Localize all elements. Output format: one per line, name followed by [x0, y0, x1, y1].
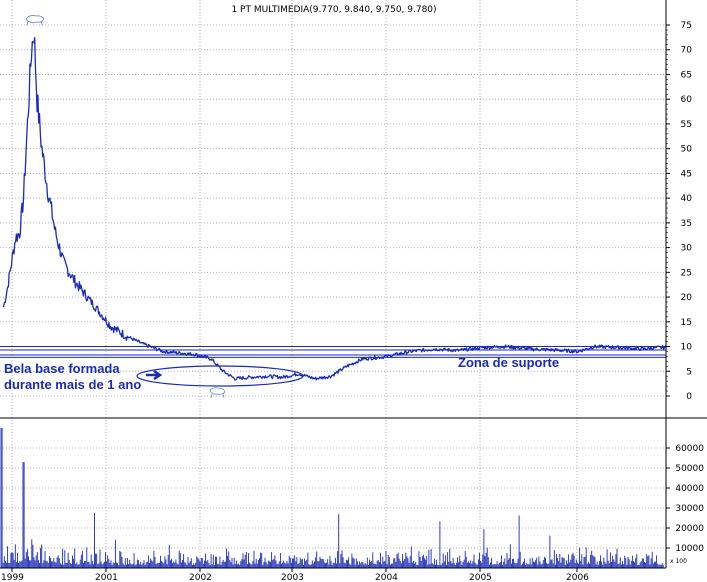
- x-axis: 1999 2001 2002 2003 2004 2005 2006: [0, 567, 666, 582]
- y-tick-label: 30: [681, 244, 693, 254]
- y-tick-label: 20: [681, 293, 693, 303]
- y-tick-label: 75: [681, 21, 692, 31]
- bull-icon: [25, 15, 45, 26]
- y-tick-label: 5: [686, 367, 692, 377]
- vol-tick-label: 40000: [675, 484, 704, 494]
- x-tick-label: 1999: [1, 573, 24, 582]
- y-tick-label: 60: [681, 95, 693, 105]
- y-tick-label: 65: [681, 70, 692, 80]
- volume-y-axis: 10000 20000 30000 40000 50000 60000: [666, 444, 704, 554]
- price-y-axis: 0 5 10 15 20 25 30 35 40 45 50 55 60 65 70 75: [666, 21, 692, 402]
- price-line: [2, 37, 667, 381]
- x-tick-label: 2005: [469, 573, 492, 582]
- x-tick-label: 2003: [281, 573, 304, 582]
- vol-tick-label: 50000: [675, 464, 704, 474]
- vol-tick-label: 10000: [675, 544, 704, 554]
- y-tick-label: 10: [681, 343, 693, 353]
- x-tick-label: 2001: [95, 573, 118, 582]
- arrow-icon: [146, 369, 163, 381]
- x-tick-label: 2002: [189, 573, 212, 582]
- vol-tick-label: 20000: [675, 524, 704, 534]
- y-tick-label: 25: [681, 268, 692, 278]
- x-tick-label: 2004: [375, 573, 398, 582]
- y-tick-label: 0: [686, 392, 692, 402]
- chart-title: 1 PT MULTIMEDIA(9.770, 9.840, 9.750, 9.7…: [231, 5, 436, 15]
- y-tick-label: 70: [681, 46, 693, 56]
- y-tick-label: 35: [681, 219, 692, 229]
- y-tick-label: 55: [681, 120, 692, 130]
- annotation-base-line2: durante mais de 1 ano: [4, 377, 141, 392]
- annotation-support-zone: Zona de suporte: [458, 355, 559, 370]
- y-tick-label: 40: [681, 194, 693, 204]
- y-tick-label: 50: [681, 145, 693, 155]
- base-ellipse: [136, 365, 304, 387]
- volume-scale-label: x 100: [670, 558, 687, 565]
- volume-bars: [0, 428, 664, 568]
- y-tick-label: 15: [681, 318, 692, 328]
- annotation-base-line1: Bela base formada: [4, 361, 120, 376]
- y-tick-label: 45: [681, 169, 692, 179]
- vol-tick-label: 60000: [675, 444, 704, 454]
- bear-icon: [209, 387, 226, 399]
- vol-tick-label: 30000: [675, 504, 704, 514]
- x-tick-label: 2006: [566, 573, 589, 582]
